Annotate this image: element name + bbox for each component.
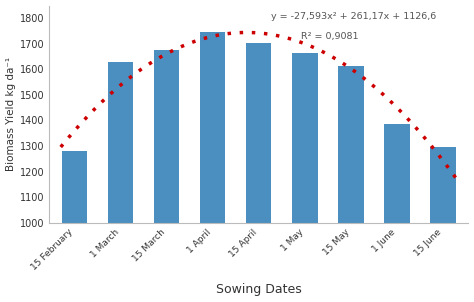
Bar [246, 43, 272, 302]
Bar [200, 32, 226, 302]
X-axis label: Sowing Dates: Sowing Dates [216, 284, 302, 297]
Bar [62, 151, 87, 302]
Text: y = -27,593x² + 261,17x + 1126,6: y = -27,593x² + 261,17x + 1126,6 [272, 12, 437, 21]
Bar [154, 50, 179, 302]
Text: R² = 0,9081: R² = 0,9081 [301, 32, 358, 40]
Bar [338, 66, 364, 302]
Bar [384, 124, 410, 302]
Bar [430, 147, 456, 302]
Y-axis label: Biomass Yield kg da⁻¹: Biomass Yield kg da⁻¹ [6, 57, 16, 171]
Bar [108, 62, 133, 302]
Bar [292, 53, 318, 302]
